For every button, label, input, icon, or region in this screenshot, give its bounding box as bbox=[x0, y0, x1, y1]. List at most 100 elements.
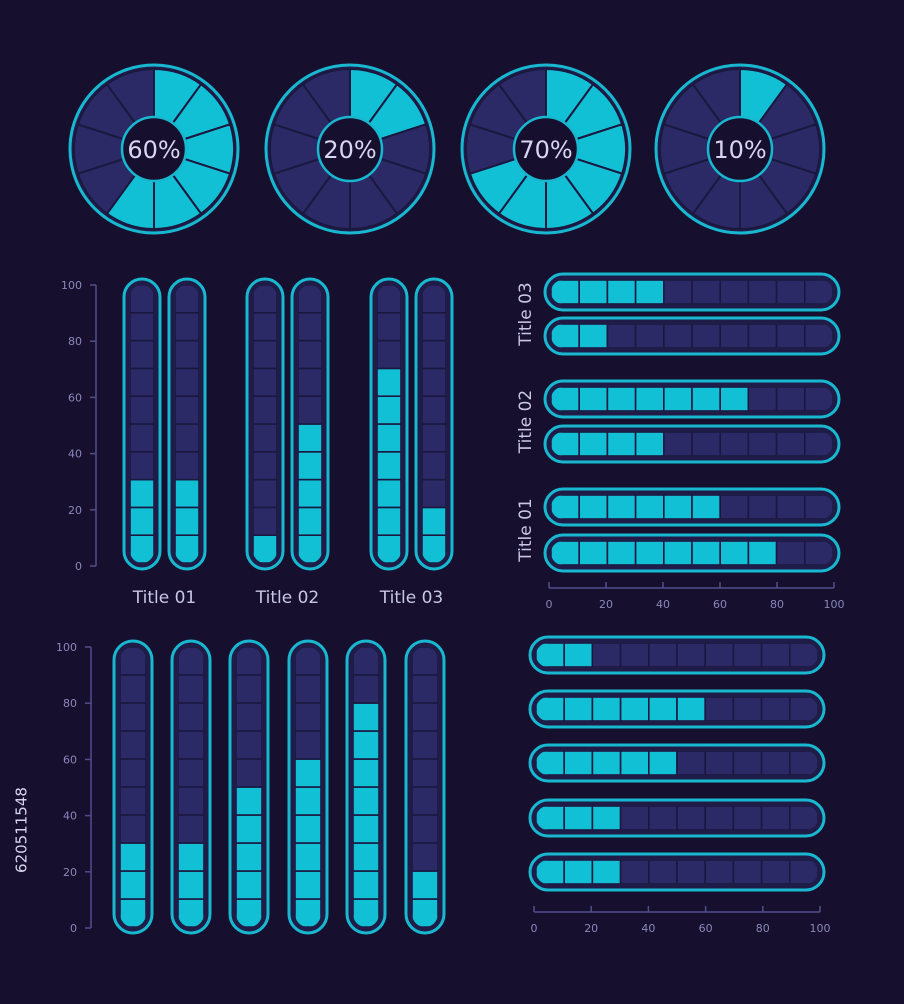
bar-cell bbox=[619, 860, 650, 884]
bar-cell bbox=[619, 806, 650, 830]
bar-cell bbox=[120, 702, 146, 732]
bar-cell bbox=[788, 697, 818, 721]
bar-cell bbox=[647, 860, 678, 884]
category-label: Title 01 bbox=[516, 498, 536, 562]
bar-cell bbox=[412, 702, 438, 732]
bar-cell bbox=[619, 643, 650, 667]
bar-cell bbox=[634, 541, 665, 565]
bar-cell bbox=[377, 367, 401, 397]
bar-cell bbox=[298, 478, 322, 509]
bar-cell bbox=[563, 806, 594, 830]
bar-cell bbox=[747, 280, 778, 304]
bar-cell bbox=[775, 280, 806, 304]
bar-cell bbox=[704, 643, 735, 667]
bar-cell bbox=[719, 495, 750, 519]
bar-cell bbox=[120, 758, 146, 788]
bar-cell bbox=[353, 814, 379, 844]
grouped-vertical-bar-chart: 0 20 40 60 80 100 Title 01 Title 02 Title 03 bbox=[61, 277, 454, 608]
bar-cell bbox=[422, 450, 446, 481]
bar-cells bbox=[253, 285, 277, 563]
bar-cell bbox=[253, 478, 277, 509]
bar-cell bbox=[704, 751, 735, 775]
y-tick-label: 100 bbox=[61, 279, 82, 292]
bar-cell bbox=[422, 534, 446, 563]
bar-cell bbox=[236, 814, 262, 844]
bar-cells bbox=[178, 647, 204, 927]
y-tick-label: 0 bbox=[70, 922, 77, 935]
x-tick-label: 20 bbox=[599, 598, 613, 611]
bar-cell bbox=[422, 311, 446, 342]
bar-cell bbox=[295, 730, 321, 760]
bar-cell bbox=[732, 697, 763, 721]
bar-cell bbox=[253, 506, 277, 536]
category-label: Title 01 bbox=[132, 588, 196, 608]
x-tick-label: 80 bbox=[756, 922, 770, 935]
bar-cell bbox=[175, 534, 199, 563]
bar-cells bbox=[536, 643, 818, 667]
bar-cell bbox=[253, 450, 277, 481]
bar-cells bbox=[551, 387, 833, 411]
bar-cell bbox=[236, 870, 262, 900]
bar-cell bbox=[120, 842, 146, 872]
donut-gauge-2: 20% bbox=[264, 63, 436, 235]
bar-cell bbox=[747, 387, 778, 411]
bar-cell bbox=[353, 898, 379, 927]
bar-cell bbox=[236, 758, 262, 788]
bar-cell bbox=[353, 647, 379, 676]
bar-cell bbox=[377, 395, 401, 425]
bar-cell bbox=[236, 730, 262, 760]
bar-cell bbox=[606, 432, 637, 456]
bar-cell bbox=[760, 697, 791, 721]
bar-cell bbox=[606, 324, 637, 348]
bar-cell bbox=[563, 697, 594, 721]
bar-cell bbox=[412, 786, 438, 816]
bar-cell bbox=[253, 311, 277, 342]
bar-cell bbox=[353, 786, 379, 816]
bar-cells bbox=[120, 647, 146, 927]
bar-cell bbox=[412, 647, 438, 676]
bar-cell bbox=[295, 842, 321, 872]
bar-cell bbox=[634, 495, 665, 519]
bar-cell bbox=[775, 432, 806, 456]
bar-cell bbox=[175, 311, 199, 342]
bar-cell bbox=[295, 647, 321, 676]
bar-cell bbox=[175, 478, 199, 509]
bar-cell bbox=[353, 758, 379, 788]
bar-cell bbox=[412, 730, 438, 760]
bar-cell bbox=[178, 758, 204, 788]
bar-cell bbox=[691, 387, 722, 411]
bar-cell bbox=[676, 697, 707, 721]
y-tick-label: 40 bbox=[63, 810, 77, 823]
bar-cell bbox=[578, 495, 609, 519]
bar-cells bbox=[412, 647, 438, 927]
bar-cell bbox=[353, 730, 379, 760]
bar-cell bbox=[422, 423, 446, 453]
donut-gauge-1: 60% bbox=[68, 63, 240, 235]
bar-cell bbox=[719, 324, 750, 348]
bar-cell bbox=[412, 870, 438, 900]
bar-cell bbox=[662, 432, 693, 456]
bar-cell bbox=[676, 643, 707, 667]
bar-cells bbox=[536, 860, 818, 884]
bar-cell bbox=[719, 432, 750, 456]
bar-cell bbox=[647, 751, 678, 775]
bar-cell bbox=[412, 758, 438, 788]
bar-cell bbox=[536, 697, 566, 721]
bar-cells bbox=[551, 324, 833, 348]
bar-cell bbox=[377, 339, 401, 370]
x-tick-label: 0 bbox=[531, 922, 538, 935]
bar-cell bbox=[647, 643, 678, 667]
bar-cell bbox=[236, 842, 262, 872]
bar-cell bbox=[536, 643, 566, 667]
bar-cell bbox=[120, 814, 146, 844]
bar-cell bbox=[704, 697, 735, 721]
bar-cells bbox=[551, 432, 833, 456]
bar-cell bbox=[130, 285, 154, 314]
bar-cell bbox=[691, 432, 722, 456]
x-tick-label: 40 bbox=[656, 598, 670, 611]
bar-cell bbox=[130, 506, 154, 536]
bar-cell bbox=[295, 870, 321, 900]
y-tick-label: 20 bbox=[63, 866, 77, 879]
bar-cell bbox=[253, 423, 277, 453]
